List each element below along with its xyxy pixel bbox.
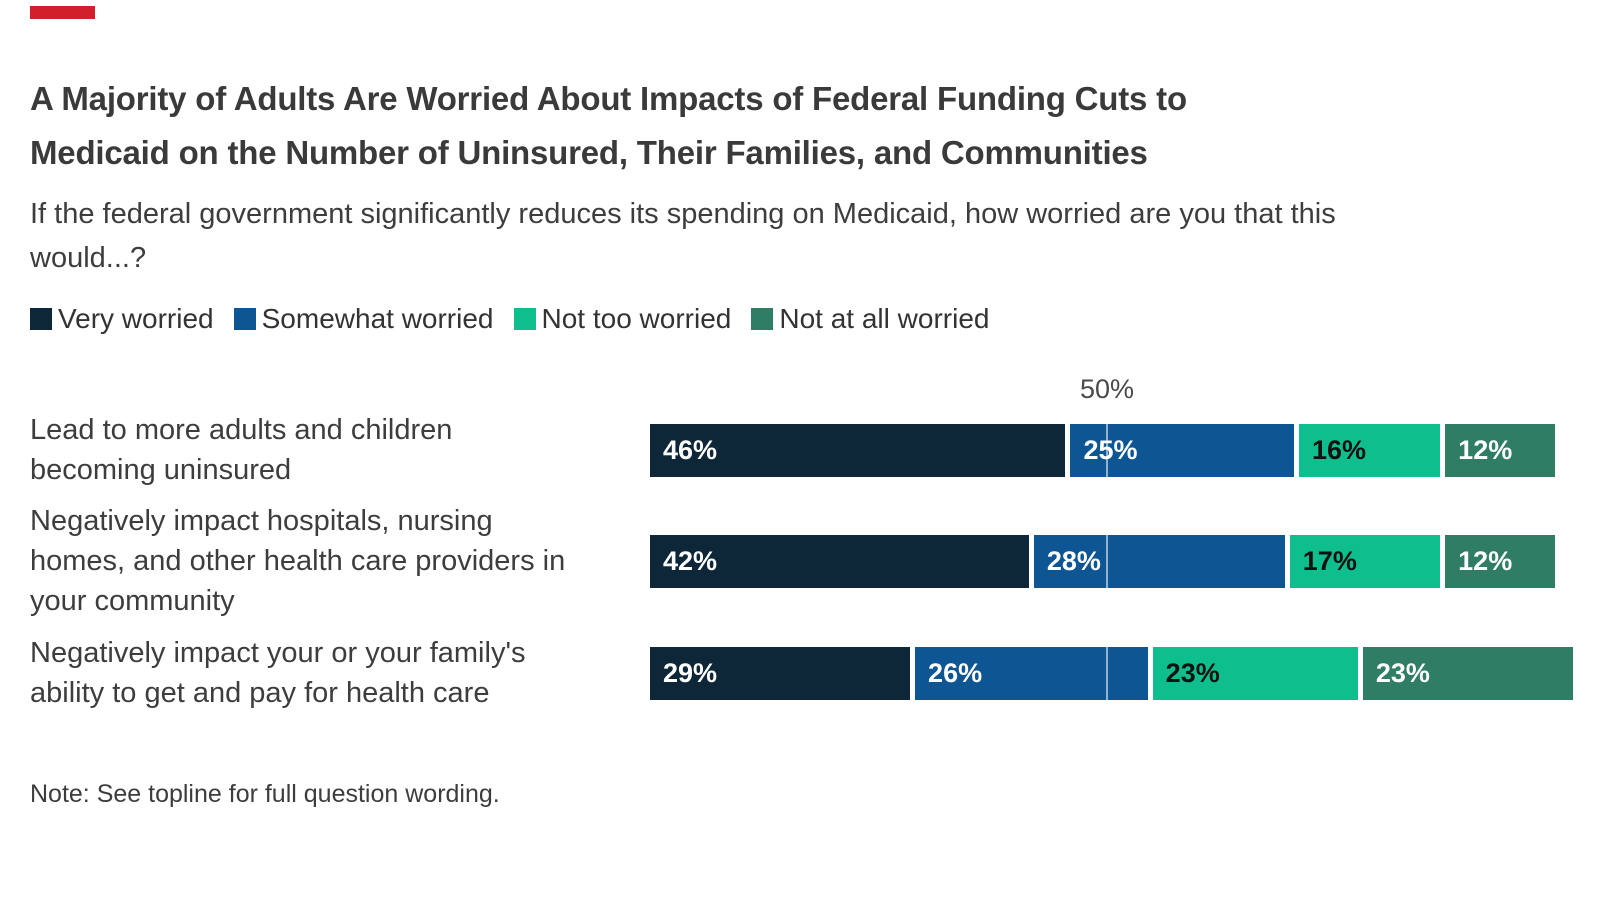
bar-segment: 23% — [1362, 647, 1574, 700]
bar-segment: 12% — [1445, 535, 1555, 588]
legend-swatch — [30, 308, 52, 330]
bar-segment: 28% — [1033, 535, 1285, 588]
bar-segment: 26% — [915, 647, 1148, 700]
bar-segment: 29% — [650, 647, 911, 700]
chart-note: Note: See topline for full question word… — [30, 780, 500, 808]
brand-mark — [30, 6, 95, 19]
bar-row: 46% 25% 16% 12% — [650, 424, 1555, 477]
legend-swatch — [751, 308, 774, 330]
legend-item: Not too worried — [513, 303, 732, 335]
bar-segment: 12% — [1445, 424, 1555, 477]
bar-segment: 46% — [650, 424, 1066, 477]
legend-swatch — [233, 308, 256, 330]
chart-subtitle: If the federal government significantly … — [30, 198, 1336, 274]
bar-segment: 42% — [650, 535, 1029, 588]
axis-tick-label-50: 50% — [1079, 374, 1135, 404]
chart-title: A Majority of Adults Are Worried About I… — [30, 80, 1187, 171]
category-label: Lead to more adults and children becomin… — [30, 414, 453, 486]
category-label: Negatively impact your or your family's … — [30, 637, 526, 709]
legend: Very worried Somewhat worried Not too worr… — [30, 303, 989, 335]
bar-segment: 16% — [1298, 424, 1441, 477]
legend-label: Not too worried — [541, 303, 732, 334]
legend-swatch — [513, 308, 536, 330]
bar-row: 42% 28% 17% 12% — [650, 535, 1555, 588]
legend-item: Somewhat worried — [233, 303, 494, 335]
legend-label: Somewhat worried — [261, 303, 494, 334]
legend-item: Very worried — [30, 303, 214, 335]
legend-label: Not at all worried — [779, 303, 990, 334]
legend-label: Very worried — [58, 303, 214, 334]
legend-item: Not at all worried — [751, 303, 989, 335]
bar-segment: 17% — [1289, 535, 1441, 588]
bar-segment: 23% — [1152, 647, 1358, 700]
category-label: Negatively impact hospitals, nursing hom… — [30, 505, 566, 617]
bar-row: 29% 26% 23% 23% — [650, 647, 1574, 700]
gridline-50pct — [1106, 418, 1108, 706]
bar-segment: 25% — [1070, 424, 1294, 477]
